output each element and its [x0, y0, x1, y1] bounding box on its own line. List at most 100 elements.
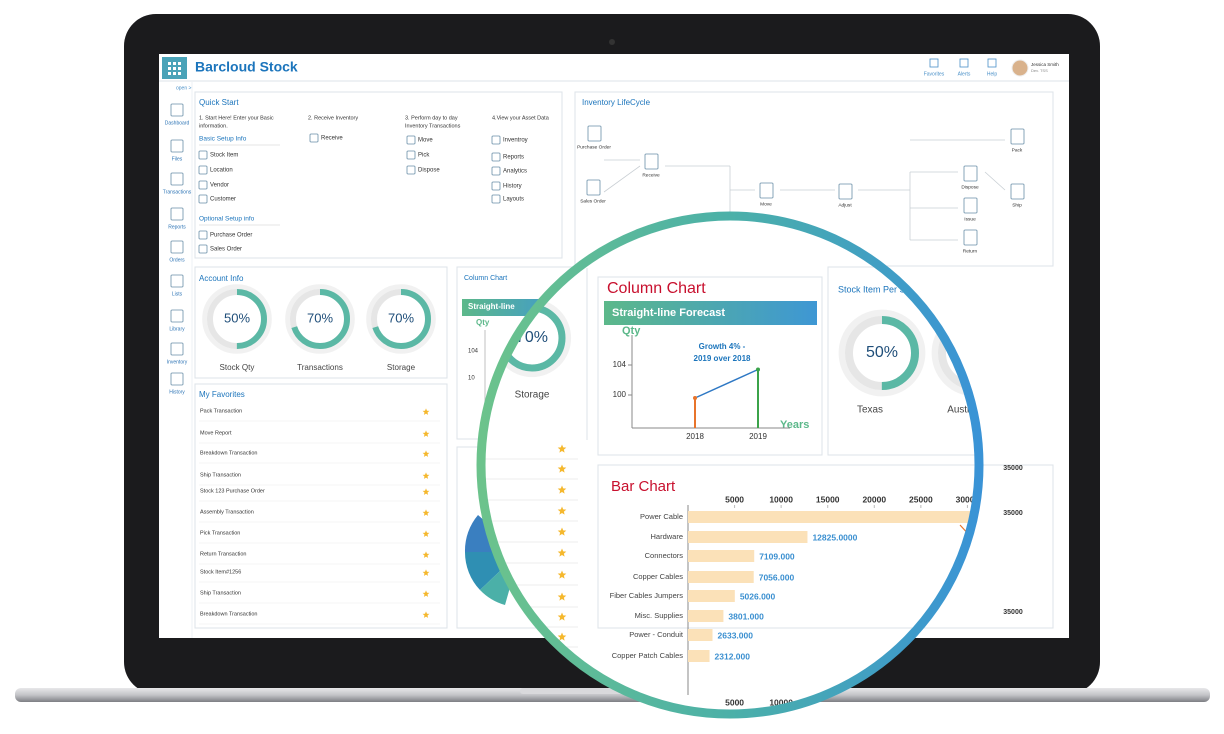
- bar: [688, 511, 977, 523]
- quick-link[interactable]: Receive: [321, 136, 343, 142]
- chart-subtitle: Straight-line Forecast: [612, 307, 725, 319]
- favorite-link[interactable]: Breakdown Transaction: [200, 450, 257, 456]
- nav-link[interactable]: Help: [987, 71, 998, 77]
- step-text: Inventory Transactions: [405, 123, 461, 129]
- star: [422, 509, 430, 516]
- flow-line: [603, 165, 641, 193]
- menu-dot: [168, 67, 171, 70]
- quick-link[interactable]: Analytics: [503, 169, 527, 175]
- quick-link[interactable]: Stock Item: [210, 153, 238, 159]
- sidebar-item[interactable]: Orders: [169, 257, 185, 263]
- gauge-shadow: [366, 284, 436, 354]
- x-tick-label: 10000: [769, 494, 793, 504]
- nav-link[interactable]: Favorites: [924, 71, 945, 77]
- node-label: Return: [963, 248, 978, 254]
- gauge-label: Stock Qty: [220, 363, 255, 372]
- icon: [198, 150, 208, 160]
- icon: [586, 179, 601, 196]
- y-tick-label: 104: [613, 360, 627, 369]
- favorite-link[interactable]: Assembly Transaction: [200, 509, 254, 515]
- quick-link[interactable]: Pick: [418, 153, 430, 159]
- favorite-link[interactable]: Return Transaction: [200, 551, 246, 557]
- quick-link[interactable]: Sales Order: [210, 247, 242, 253]
- star: [557, 506, 567, 515]
- sidebar-item[interactable]: Dashboard: [165, 120, 190, 126]
- sidebar-item[interactable]: Library: [169, 326, 185, 332]
- panel: [194, 383, 448, 629]
- bar: [688, 590, 735, 602]
- bar: [688, 610, 724, 622]
- y-tick-label: 100: [613, 390, 627, 399]
- icon: [198, 194, 208, 204]
- favorite-link[interactable]: Move Report: [200, 430, 232, 436]
- gauge-label: Storage: [387, 363, 416, 372]
- panel: [194, 91, 563, 259]
- menu-dot: [173, 62, 176, 65]
- favorite-link[interactable]: Pick Transaction: [200, 530, 240, 536]
- favorite-link[interactable]: Ship Transaction: [200, 472, 241, 478]
- annotation: Growth 4% -: [699, 342, 746, 351]
- y-tick-label: Power Cable: [640, 512, 683, 521]
- quick-link[interactable]: Move: [418, 138, 433, 144]
- star: [422, 408, 430, 415]
- sidebar-item[interactable]: History: [169, 389, 185, 395]
- icon: [198, 230, 208, 240]
- icon: [406, 135, 416, 145]
- star: [422, 450, 430, 457]
- icon: [170, 274, 184, 288]
- tick-label: 10: [468, 376, 475, 382]
- chart-header: [604, 301, 817, 325]
- icon: [491, 166, 501, 176]
- star: [557, 632, 567, 641]
- panel-title: Quick Start: [199, 98, 239, 107]
- star: [557, 548, 567, 557]
- node-label: Issue: [964, 216, 976, 222]
- icon: [198, 180, 208, 190]
- nav-icon: [929, 58, 939, 68]
- menu-dot: [178, 67, 181, 70]
- nav-link[interactable]: Alerts: [958, 71, 971, 77]
- nav-icon: [987, 58, 997, 68]
- quick-link[interactable]: Vendor: [210, 183, 229, 189]
- gauge-value: 70%: [388, 310, 414, 325]
- y-tick-label: Power - Conduit: [629, 630, 684, 639]
- sidebar-item[interactable]: Inventory: [167, 359, 188, 365]
- node-label: Adjust: [838, 202, 852, 208]
- quick-link[interactable]: Customer: [210, 197, 236, 203]
- node-label: Ship: [1012, 202, 1022, 208]
- icon: [759, 182, 774, 199]
- y-tick-label: Copper Cables: [633, 572, 683, 581]
- quick-link[interactable]: Reports: [503, 155, 524, 161]
- favorite-link[interactable]: Breakdown Transaction: [200, 611, 257, 617]
- quick-link[interactable]: Location: [210, 168, 233, 174]
- favorite-link[interactable]: Ship Transaction: [200, 590, 241, 596]
- quick-link[interactable]: Inventroy: [503, 138, 528, 144]
- step-text: 2. Receive Inventory: [308, 115, 358, 121]
- icon: [170, 172, 184, 186]
- panel-title: My Favorites: [199, 390, 245, 399]
- quick-link[interactable]: Purchase Order: [210, 233, 252, 239]
- laptop-base: [15, 688, 1210, 702]
- icon: [198, 165, 208, 175]
- gauge-label: Texas: [857, 405, 883, 416]
- quick-link[interactable]: Dispose: [418, 168, 440, 174]
- gauge-arc: [845, 316, 919, 390]
- icon: [170, 207, 184, 221]
- axis-title: Qty: [476, 318, 490, 327]
- y-tick-label: Fiber Cables Jumpers: [610, 591, 684, 600]
- sidebar-toggle[interactable]: open >: [176, 85, 192, 91]
- y-tick-label: Misc. Supplies: [635, 611, 684, 620]
- sidebar-item[interactable]: Lists: [172, 291, 183, 297]
- sidebar-item[interactable]: Reports: [168, 224, 186, 230]
- menu-dot: [173, 67, 176, 70]
- sidebar-item[interactable]: Transactions: [163, 189, 192, 195]
- quick-link[interactable]: Layouts: [503, 197, 524, 203]
- sidebar-item[interactable]: Files: [172, 156, 183, 162]
- star: [422, 611, 430, 618]
- favorite-link[interactable]: Pack Transaction: [200, 408, 242, 414]
- gauge-value: 70%: [516, 329, 548, 346]
- quick-link[interactable]: History: [503, 184, 522, 190]
- icon: [491, 181, 501, 191]
- favorite-link[interactable]: Stock 123 Purchase Order: [200, 488, 265, 494]
- favorite-link[interactable]: Stock Item#1256: [200, 569, 241, 575]
